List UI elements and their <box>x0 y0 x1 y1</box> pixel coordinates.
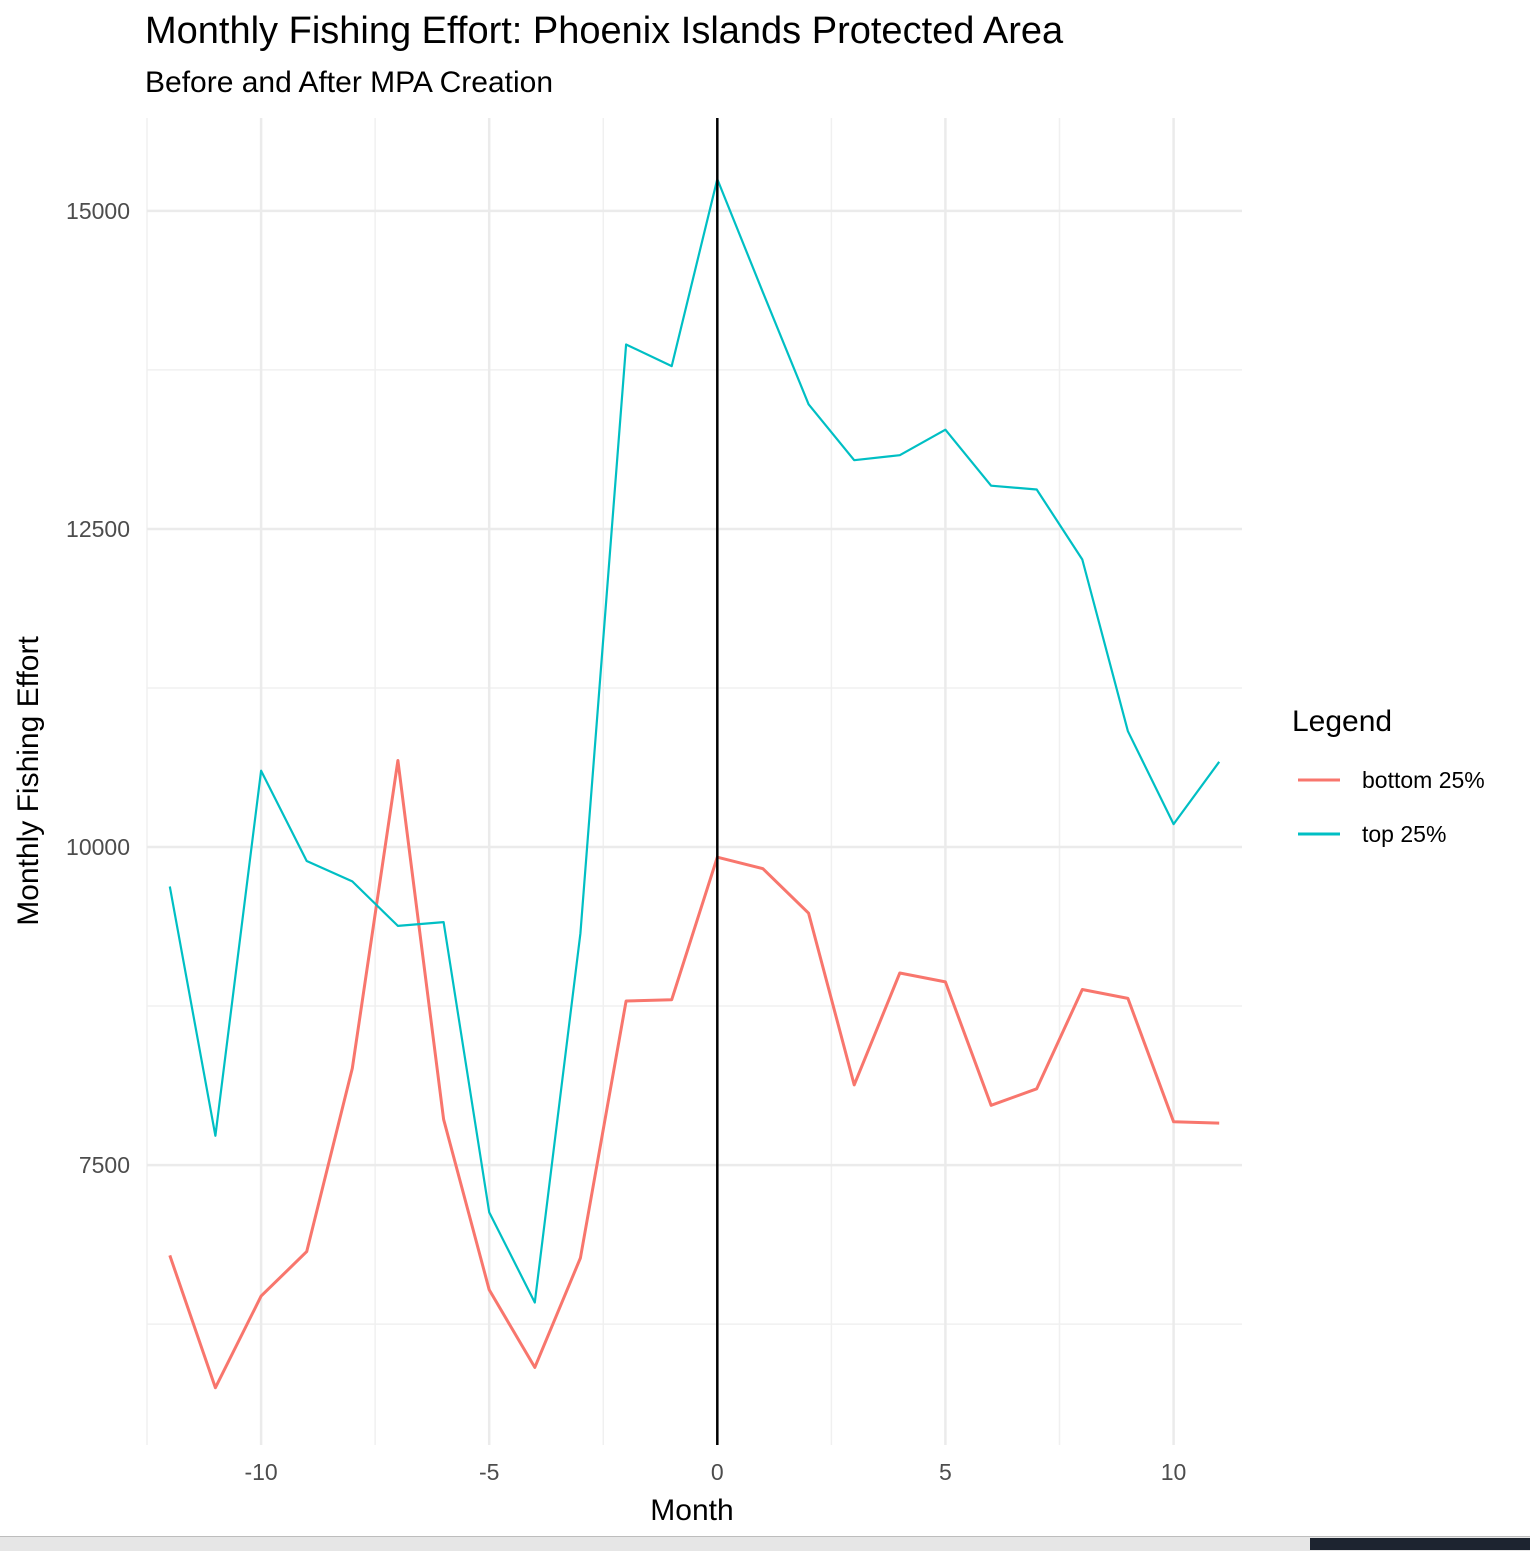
legend: Legend bottom 25% top 25% <box>1292 705 1485 847</box>
y-tick-label: 15000 <box>66 198 130 224</box>
x-tick-label: -10 <box>244 1459 277 1485</box>
legend-title: Legend <box>1292 705 1392 738</box>
x-tick-label: 10 <box>1161 1459 1187 1485</box>
series-line-bottom-25 <box>168 759 1220 1390</box>
y-axis-ticks: 7500 10000 12500 15000 <box>66 198 130 1178</box>
legend-items: bottom 25% top 25% <box>1298 767 1485 847</box>
x-tick-label: -5 <box>479 1459 499 1485</box>
background-window-edge <box>1310 1538 1530 1550</box>
series-line-top-25 <box>168 178 1221 1304</box>
y-tick-label: 12500 <box>66 516 130 542</box>
x-axis-title: Month <box>650 1494 733 1527</box>
chart-title: Monthly Fishing Effort: Phoenix Islands … <box>145 10 1064 52</box>
chart-subtitle: Before and After MPA Creation <box>145 66 553 99</box>
window-bottom-edge <box>0 1536 1530 1551</box>
legend-label: top 25% <box>1362 821 1446 847</box>
y-tick-label: 10000 <box>66 834 130 860</box>
x-tick-label: 0 <box>711 1459 724 1485</box>
x-axis-ticks: -10 -5 0 5 10 <box>244 1459 1186 1485</box>
x-tick-label: 5 <box>939 1459 952 1485</box>
y-tick-label: 7500 <box>79 1152 130 1178</box>
major-gridlines <box>147 118 1242 1445</box>
series-lines <box>168 178 1221 1390</box>
legend-label: bottom 25% <box>1362 767 1485 793</box>
minor-gridlines <box>146 118 1242 1445</box>
y-axis-title: Monthly Fishing Effort <box>12 636 45 926</box>
